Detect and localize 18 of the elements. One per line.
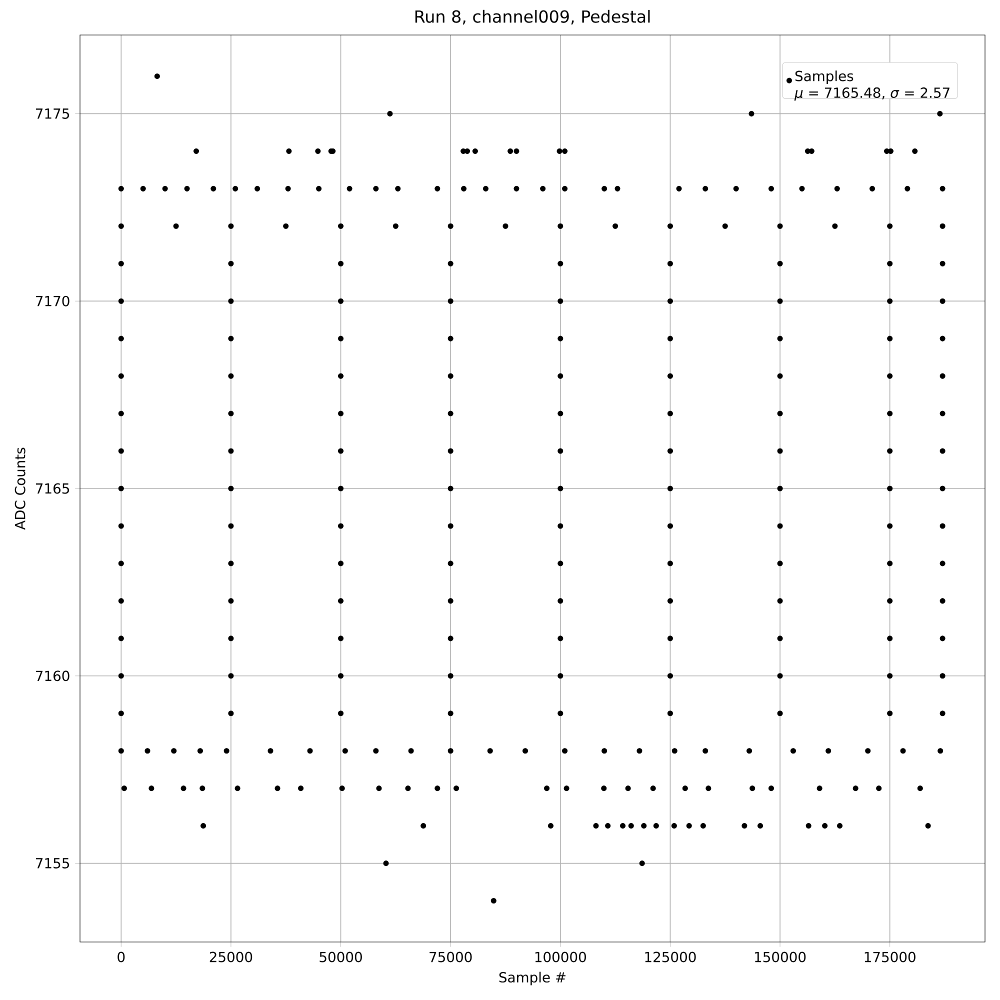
x-tick-label: 150000 [755,952,806,962]
y-tick-label: 7175 [36,108,70,119]
y-tick-label: 7170 [36,296,70,306]
annotation: μ = 7165.48, σ = 2.57 [794,87,950,101]
y-axis-title: ADC Counts [14,448,26,530]
x-tick-label: 100000 [535,952,586,962]
legend-label: Samples [795,70,854,84]
x-tick-label: 0 [118,952,125,962]
y-tick-label: 7160 [36,670,70,682]
x-tick-label: 175000 [864,952,916,962]
x-tick-label: 25000 [210,952,252,962]
x-tick-label: 125000 [645,952,696,962]
x-axis-title: Sample # [499,972,566,986]
y-tick-label: 7155 [36,858,70,868]
chart-title: Run 8, channel009, Pedestal [415,10,650,25]
y-tick-label: 7165 [36,483,70,494]
x-tick-label: 50000 [320,952,362,962]
x-tick-label: 75000 [430,952,472,962]
